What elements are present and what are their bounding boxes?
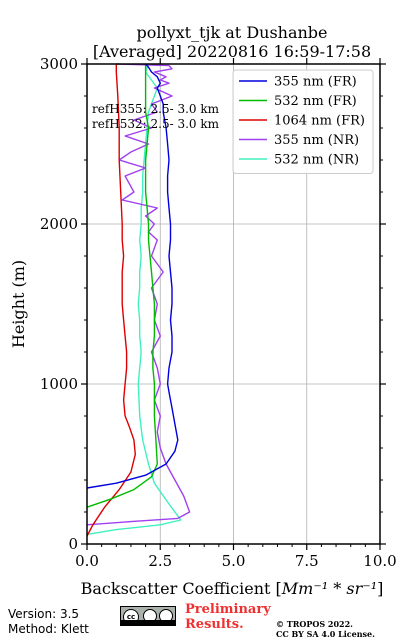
legend-label: 355 nm (NR) bbox=[274, 133, 359, 148]
legend-label: 532 nm (NR) bbox=[274, 153, 359, 168]
y-tick-label: 0 bbox=[68, 535, 78, 553]
license-strip bbox=[121, 620, 175, 625]
series-line-355-nm-fr- bbox=[86, 63, 179, 489]
y-tick-label: 1000 bbox=[40, 375, 78, 393]
chart-title: pollyxt_tjk at Dushanbe bbox=[136, 23, 327, 42]
plot-area bbox=[86, 63, 191, 537]
y-tick-label: 3000 bbox=[40, 55, 78, 73]
legend: 355 nm (FR) 532 nm (FR) 1064 nm (FR) 355 nm… bbox=[232, 69, 374, 174]
series-line-355-nm-nr- bbox=[86, 63, 191, 526]
x-tick-label: 5.0 bbox=[222, 552, 246, 570]
annotation-text: refH532: 2.5- 3.0 km bbox=[92, 117, 220, 131]
copyright-line2: CC BY SA 4.0 License. bbox=[276, 629, 375, 639]
method-text: Method: Klett bbox=[8, 622, 89, 636]
chart-subtitle: [Averaged] 20220816 16:59-17:58 bbox=[93, 42, 371, 61]
preliminary-line2: Results. bbox=[185, 617, 244, 632]
series-line-1064-nm-fr- bbox=[86, 64, 137, 537]
legend-box bbox=[232, 69, 374, 174]
preliminary-line1: Preliminary bbox=[185, 602, 271, 617]
series-line-532-nm-nr- bbox=[86, 63, 182, 536]
version-text: Version: 3.5 bbox=[8, 607, 80, 621]
preliminary-notice: Preliminary Results. bbox=[185, 602, 271, 632]
y-tick-label: 2000 bbox=[40, 215, 78, 233]
x-tick-label: 10.0 bbox=[363, 552, 396, 570]
axis-ticks: 0.0 2.5 5.0 7.5 10.0 0 1000 2000 3000 bbox=[40, 55, 397, 570]
annotation-text: refH355: 2.5- 3.0 km bbox=[92, 102, 220, 116]
cc-license-badge: cc bbox=[120, 606, 176, 626]
series-line-532-nm-fr- bbox=[86, 64, 159, 508]
x-tick-label: 7.5 bbox=[295, 552, 319, 570]
legend-label: 1064 nm (FR) bbox=[274, 114, 365, 129]
x-tick-label: 0.0 bbox=[75, 552, 99, 570]
y-axis-label: Height (m) bbox=[9, 260, 28, 348]
legend-label: 355 nm (FR) bbox=[274, 75, 357, 90]
x-tick-label: 2.5 bbox=[148, 552, 172, 570]
legend-label: 532 nm (FR) bbox=[274, 94, 357, 109]
x-axis-label: Backscatter Coefficient [Mm⁻¹ * sr⁻¹] bbox=[81, 579, 384, 598]
copyright-notice: © TROPOS 2022. CC BY SA 4.0 License. bbox=[276, 619, 375, 639]
copyright-line1: © TROPOS 2022. bbox=[276, 619, 353, 629]
